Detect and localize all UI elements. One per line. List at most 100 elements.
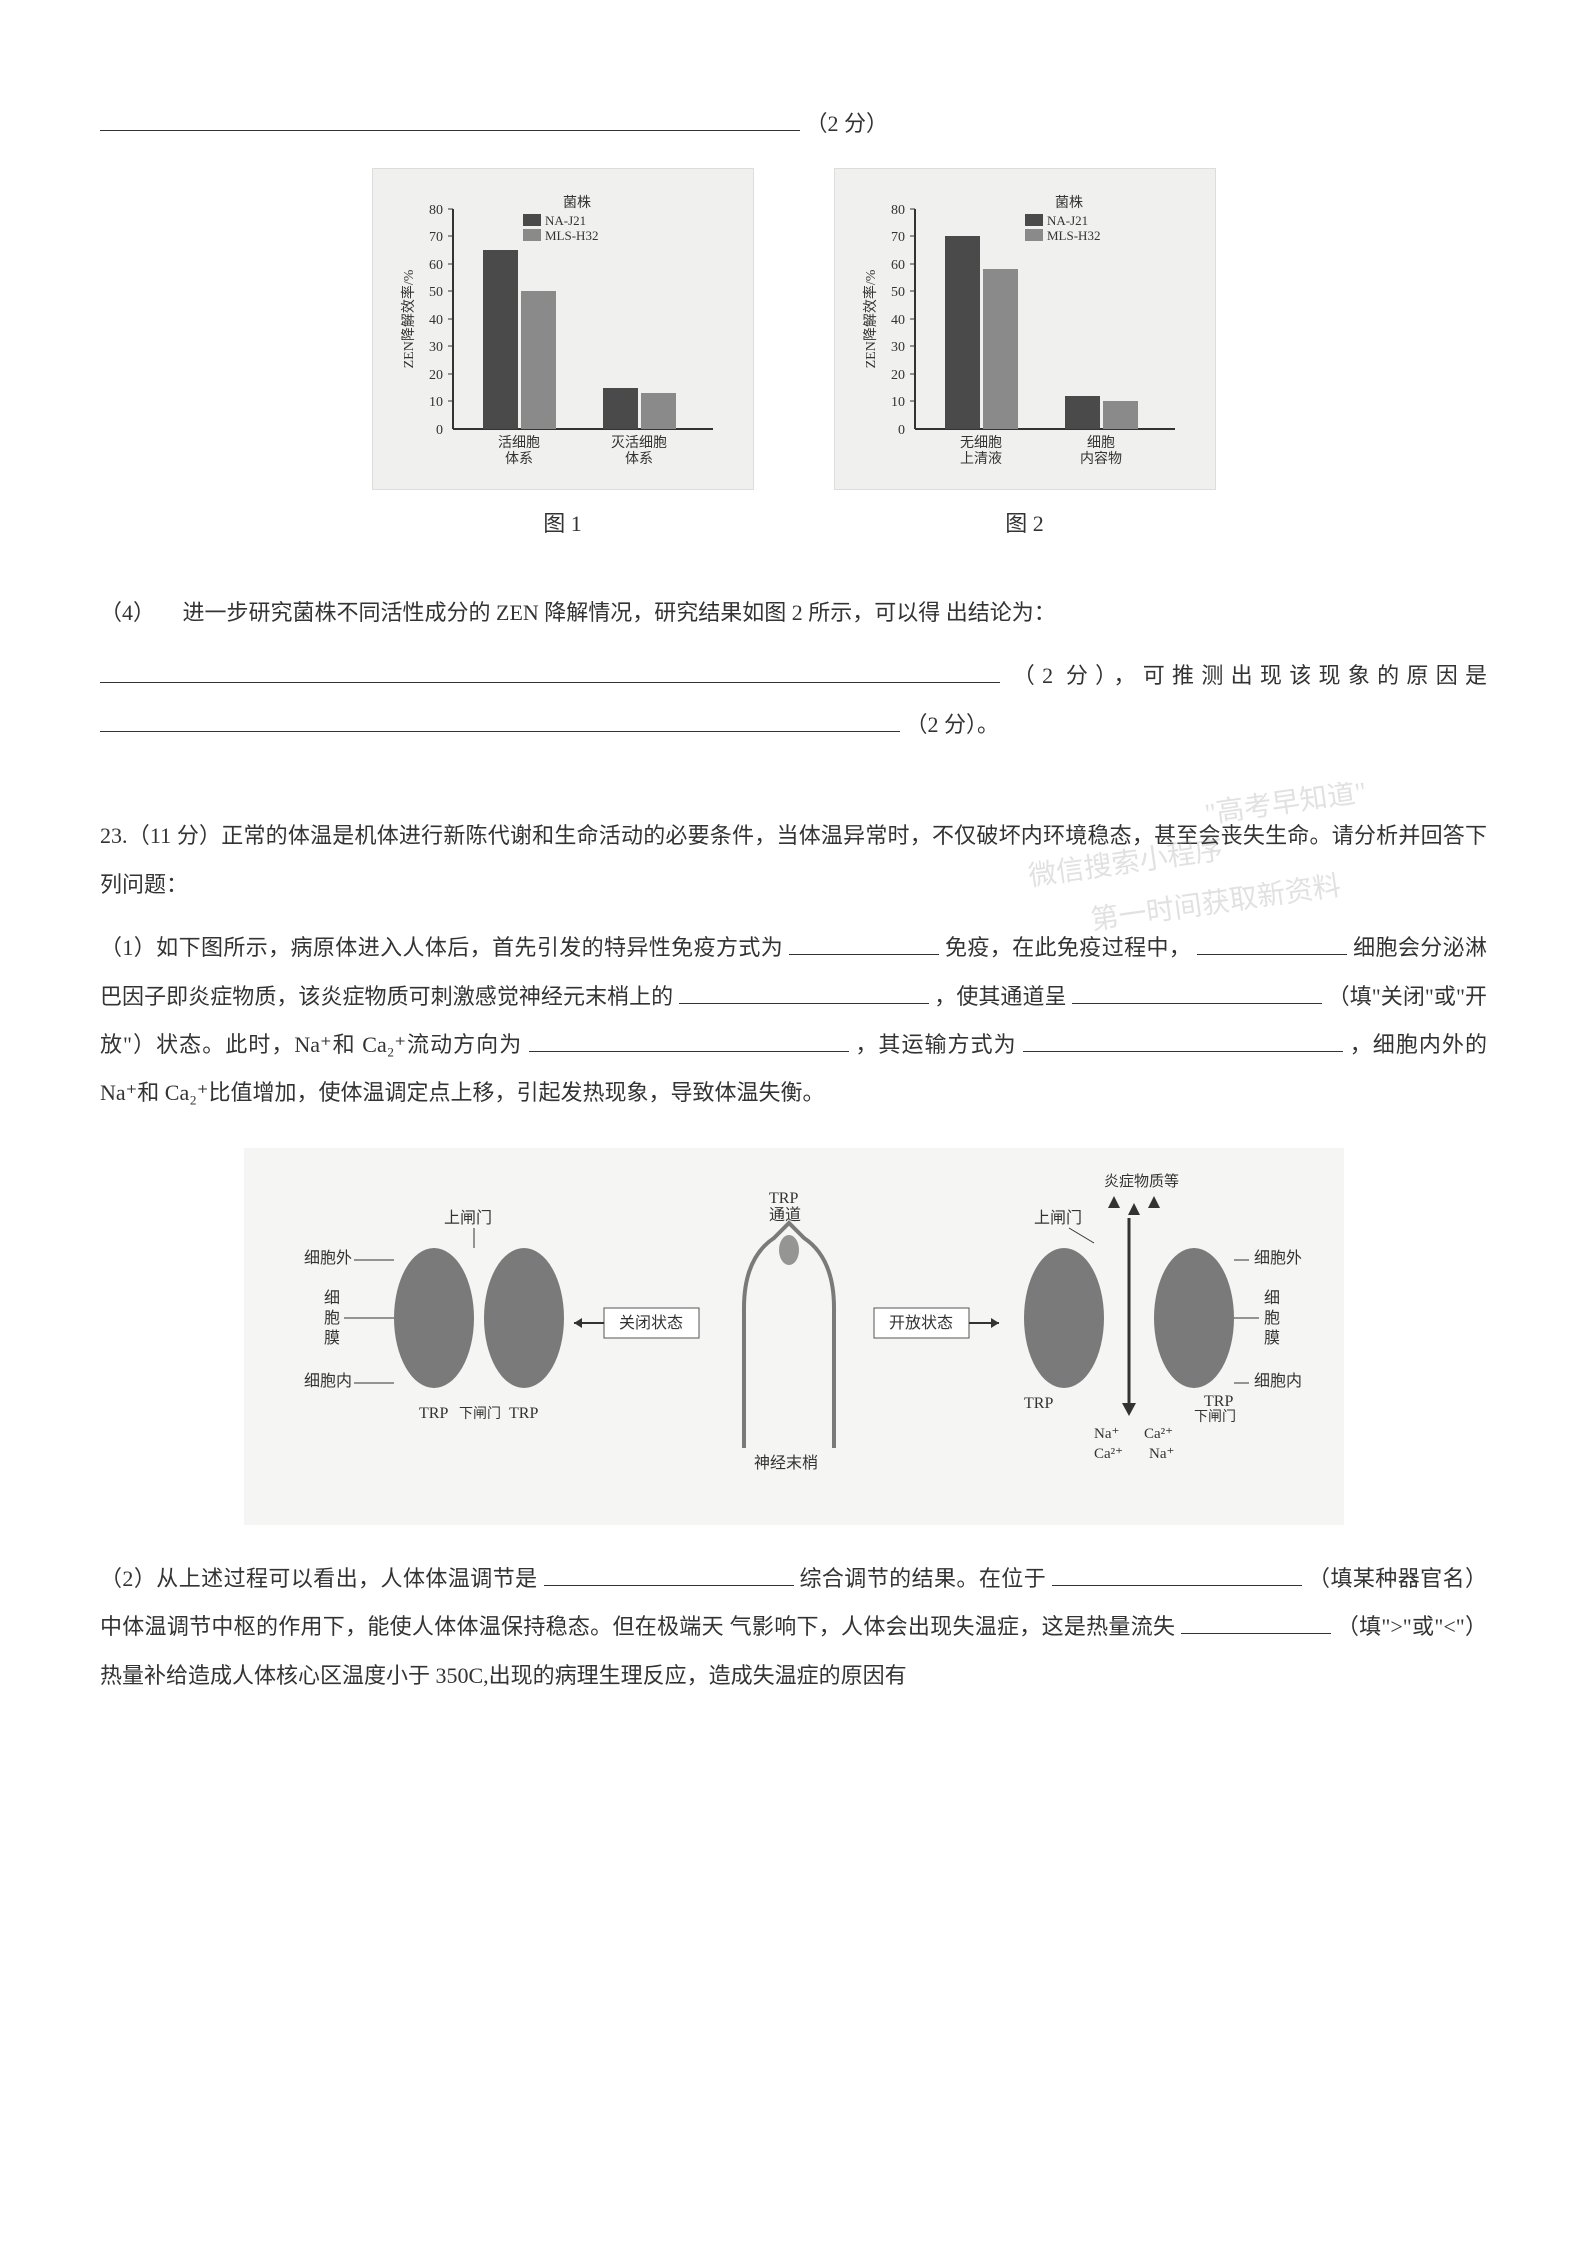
svg-text:NA-J21: NA-J21 [1047,213,1088,228]
svg-text:60: 60 [429,258,443,273]
svg-text:细: 细 [324,1289,340,1307]
chart1-box: 0 10 20 30 40 50 60 70 80 [372,168,754,490]
svg-text:0: 0 [436,423,443,438]
svg-text:胞: 胞 [324,1309,340,1327]
chart1-caption: 图 1 [372,500,754,548]
svg-text:Na⁺: Na⁺ [1094,1426,1119,1442]
q4-text1: 进一步研究菌株不同活性成分的 ZEN 降解情况，研究结果如图 2 所示，可以得 … [183,600,1056,625]
svg-text:50: 50 [891,285,905,300]
chart1-svg: 0 10 20 30 40 50 60 70 80 [393,189,733,469]
blank [1181,1633,1331,1634]
chart2-caption: 图 2 [834,500,1216,548]
svg-text:MLS-H32: MLS-H32 [1047,228,1100,243]
svg-text:80: 80 [429,203,443,218]
q4-line2: （2 分），可推测出现该现象的原因是 （2 分）。 [100,652,1487,749]
svg-text:40: 40 [429,313,443,328]
q23-p2b: 综合调节的结果。在位于 [799,1566,1046,1591]
svg-text:TRP: TRP [1024,1395,1053,1412]
q23-p1: （1）如下图所示，病原体进入人体后，首先引发的特异性免疫方式为 免疫，在此免疫过… [100,924,1487,1118]
svg-text:灭活细胞: 灭活细胞 [611,435,667,451]
svg-text:0: 0 [898,423,905,438]
chart1-wrapper: 0 10 20 30 40 50 60 70 80 [372,168,754,548]
svg-text:ZEN降解效率/%: ZEN降解效率/% [400,270,417,369]
trp-diagram-container: 上闸门 细胞外 细 胞 膜 细胞内 TRP TRP 下闸门 关闭状态 [100,1148,1487,1525]
chart2-wrapper: 0 10 20 30 40 50 60 70 80 [834,168,1216,548]
svg-text:上闸门: 上闸门 [1034,1209,1082,1227]
svg-text:细胞: 细胞 [1087,435,1115,451]
svg-text:内容物: 内容物 [1080,450,1122,467]
q23-p1f: ，其运输方式为 [855,1032,1023,1057]
svg-text:50: 50 [429,285,443,300]
watermark-icon: "高考早知道" 微信搜索小程序 第一时间获取新资料 [937,782,1437,942]
svg-text:Na⁺: Na⁺ [1149,1446,1174,1462]
chart2-box: 0 10 20 30 40 50 60 70 80 [834,168,1216,490]
svg-text:细胞内: 细胞内 [1254,1372,1302,1390]
blank [100,731,900,732]
top-blank-line: （2 分） [100,100,1487,148]
svg-text:细胞外: 细胞外 [304,1249,352,1267]
blank [789,954,939,955]
q23-p1d: ，使其通道呈 [934,984,1066,1009]
svg-text:60: 60 [891,258,905,273]
svg-text:菌株: 菌株 [563,195,591,211]
svg-text:通道: 通道 [769,1206,801,1224]
q23-header: "高考早知道" 微信搜索小程序 第一时间获取新资料 23.（11 分）正常的体温… [100,812,1487,909]
charts-container: 0 10 20 30 40 50 60 70 80 [100,168,1487,548]
svg-text:胞: 胞 [1264,1309,1280,1327]
svg-text:MLS-H32: MLS-H32 [545,228,598,243]
svg-text:TRP: TRP [1204,1393,1233,1410]
svg-text:30: 30 [891,340,905,355]
q4-text3: （2 分）。 [906,712,1000,737]
blank [529,1051,849,1052]
svg-text:菌株: 菌株 [1055,195,1083,211]
q23-p2a: （2）从上述过程可以看出，人体体温调节是 [100,1566,538,1591]
svg-text:70: 70 [429,230,443,245]
svg-text:30: 30 [429,340,443,355]
svg-text:开放状态: 开放状态 [888,1314,952,1332]
blank [1197,954,1347,955]
svg-text:Ca²⁺: Ca²⁺ [1094,1446,1123,1462]
svg-text:40: 40 [891,313,905,328]
svg-text:10: 10 [891,395,905,410]
q4-para: （4） 进一步研究菌株不同活性成分的 ZEN 降解情况，研究结果如图 2 所示，… [100,589,1487,637]
svg-text:TRP: TRP [509,1405,538,1422]
blank [1072,1003,1322,1004]
svg-text:无细胞: 无细胞 [960,435,1002,451]
svg-text:Ca²⁺: Ca²⁺ [1144,1426,1173,1442]
svg-text:体系: 体系 [625,451,653,467]
blank [544,1585,794,1586]
svg-text:上清液: 上清液 [960,451,1002,467]
svg-text:NA-J21: NA-J21 [545,213,586,228]
svg-text:10: 10 [429,395,443,410]
svg-text:体系: 体系 [505,451,533,467]
q4-text2: （2 分），可推测出现该现象的原因是 [1013,663,1487,688]
svg-text:80: 80 [891,203,905,218]
trp-diagram-box: 上闸门 细胞外 细 胞 膜 细胞内 TRP TRP 下闸门 关闭状态 [244,1148,1344,1525]
svg-text:活细胞: 活细胞 [498,435,540,451]
svg-text:神经末梢: 神经末梢 [754,1454,818,1472]
blank [679,1003,929,1004]
blank [1052,1585,1302,1586]
svg-text:下闸门: 下闸门 [459,1406,501,1422]
chart2-svg: 0 10 20 30 40 50 60 70 80 [855,189,1195,469]
q23-p2: （2）从上述过程可以看出，人体体温调节是 综合调节的结果。在位于 （填某种器官名… [100,1555,1487,1700]
svg-text:细胞外: 细胞外 [1254,1249,1302,1267]
svg-text:上闸门: 上闸门 [444,1209,492,1227]
blank [1023,1051,1343,1052]
svg-text:ZEN降解效率/%: ZEN降解效率/% [862,270,879,369]
svg-text:炎症物质等: 炎症物质等 [1104,1172,1179,1190]
svg-text:细: 细 [1264,1289,1280,1307]
svg-text:膜: 膜 [1264,1329,1280,1347]
svg-text:下闸门: 下闸门 [1194,1409,1236,1425]
svg-text:细胞内: 细胞内 [304,1372,352,1390]
blank [100,130,800,131]
trp-diagram-svg: 上闸门 细胞外 细 胞 膜 细胞内 TRP TRP 下闸门 关闭状态 [264,1168,1324,1488]
points-label: （2 分） [806,111,889,136]
q4-prefix: （4） [100,600,155,625]
blank [100,682,1000,683]
q23-header-text: 23.（11 分）正常的体温是机体进行新陈代谢和生命活动的必要条件，当体温异常时… [100,823,1487,896]
svg-text:20: 20 [429,368,443,383]
svg-text:TRP: TRP [419,1405,448,1422]
q23-p1b: 免疫，在此免疫过程中， [945,935,1191,960]
svg-text:20: 20 [891,368,905,383]
